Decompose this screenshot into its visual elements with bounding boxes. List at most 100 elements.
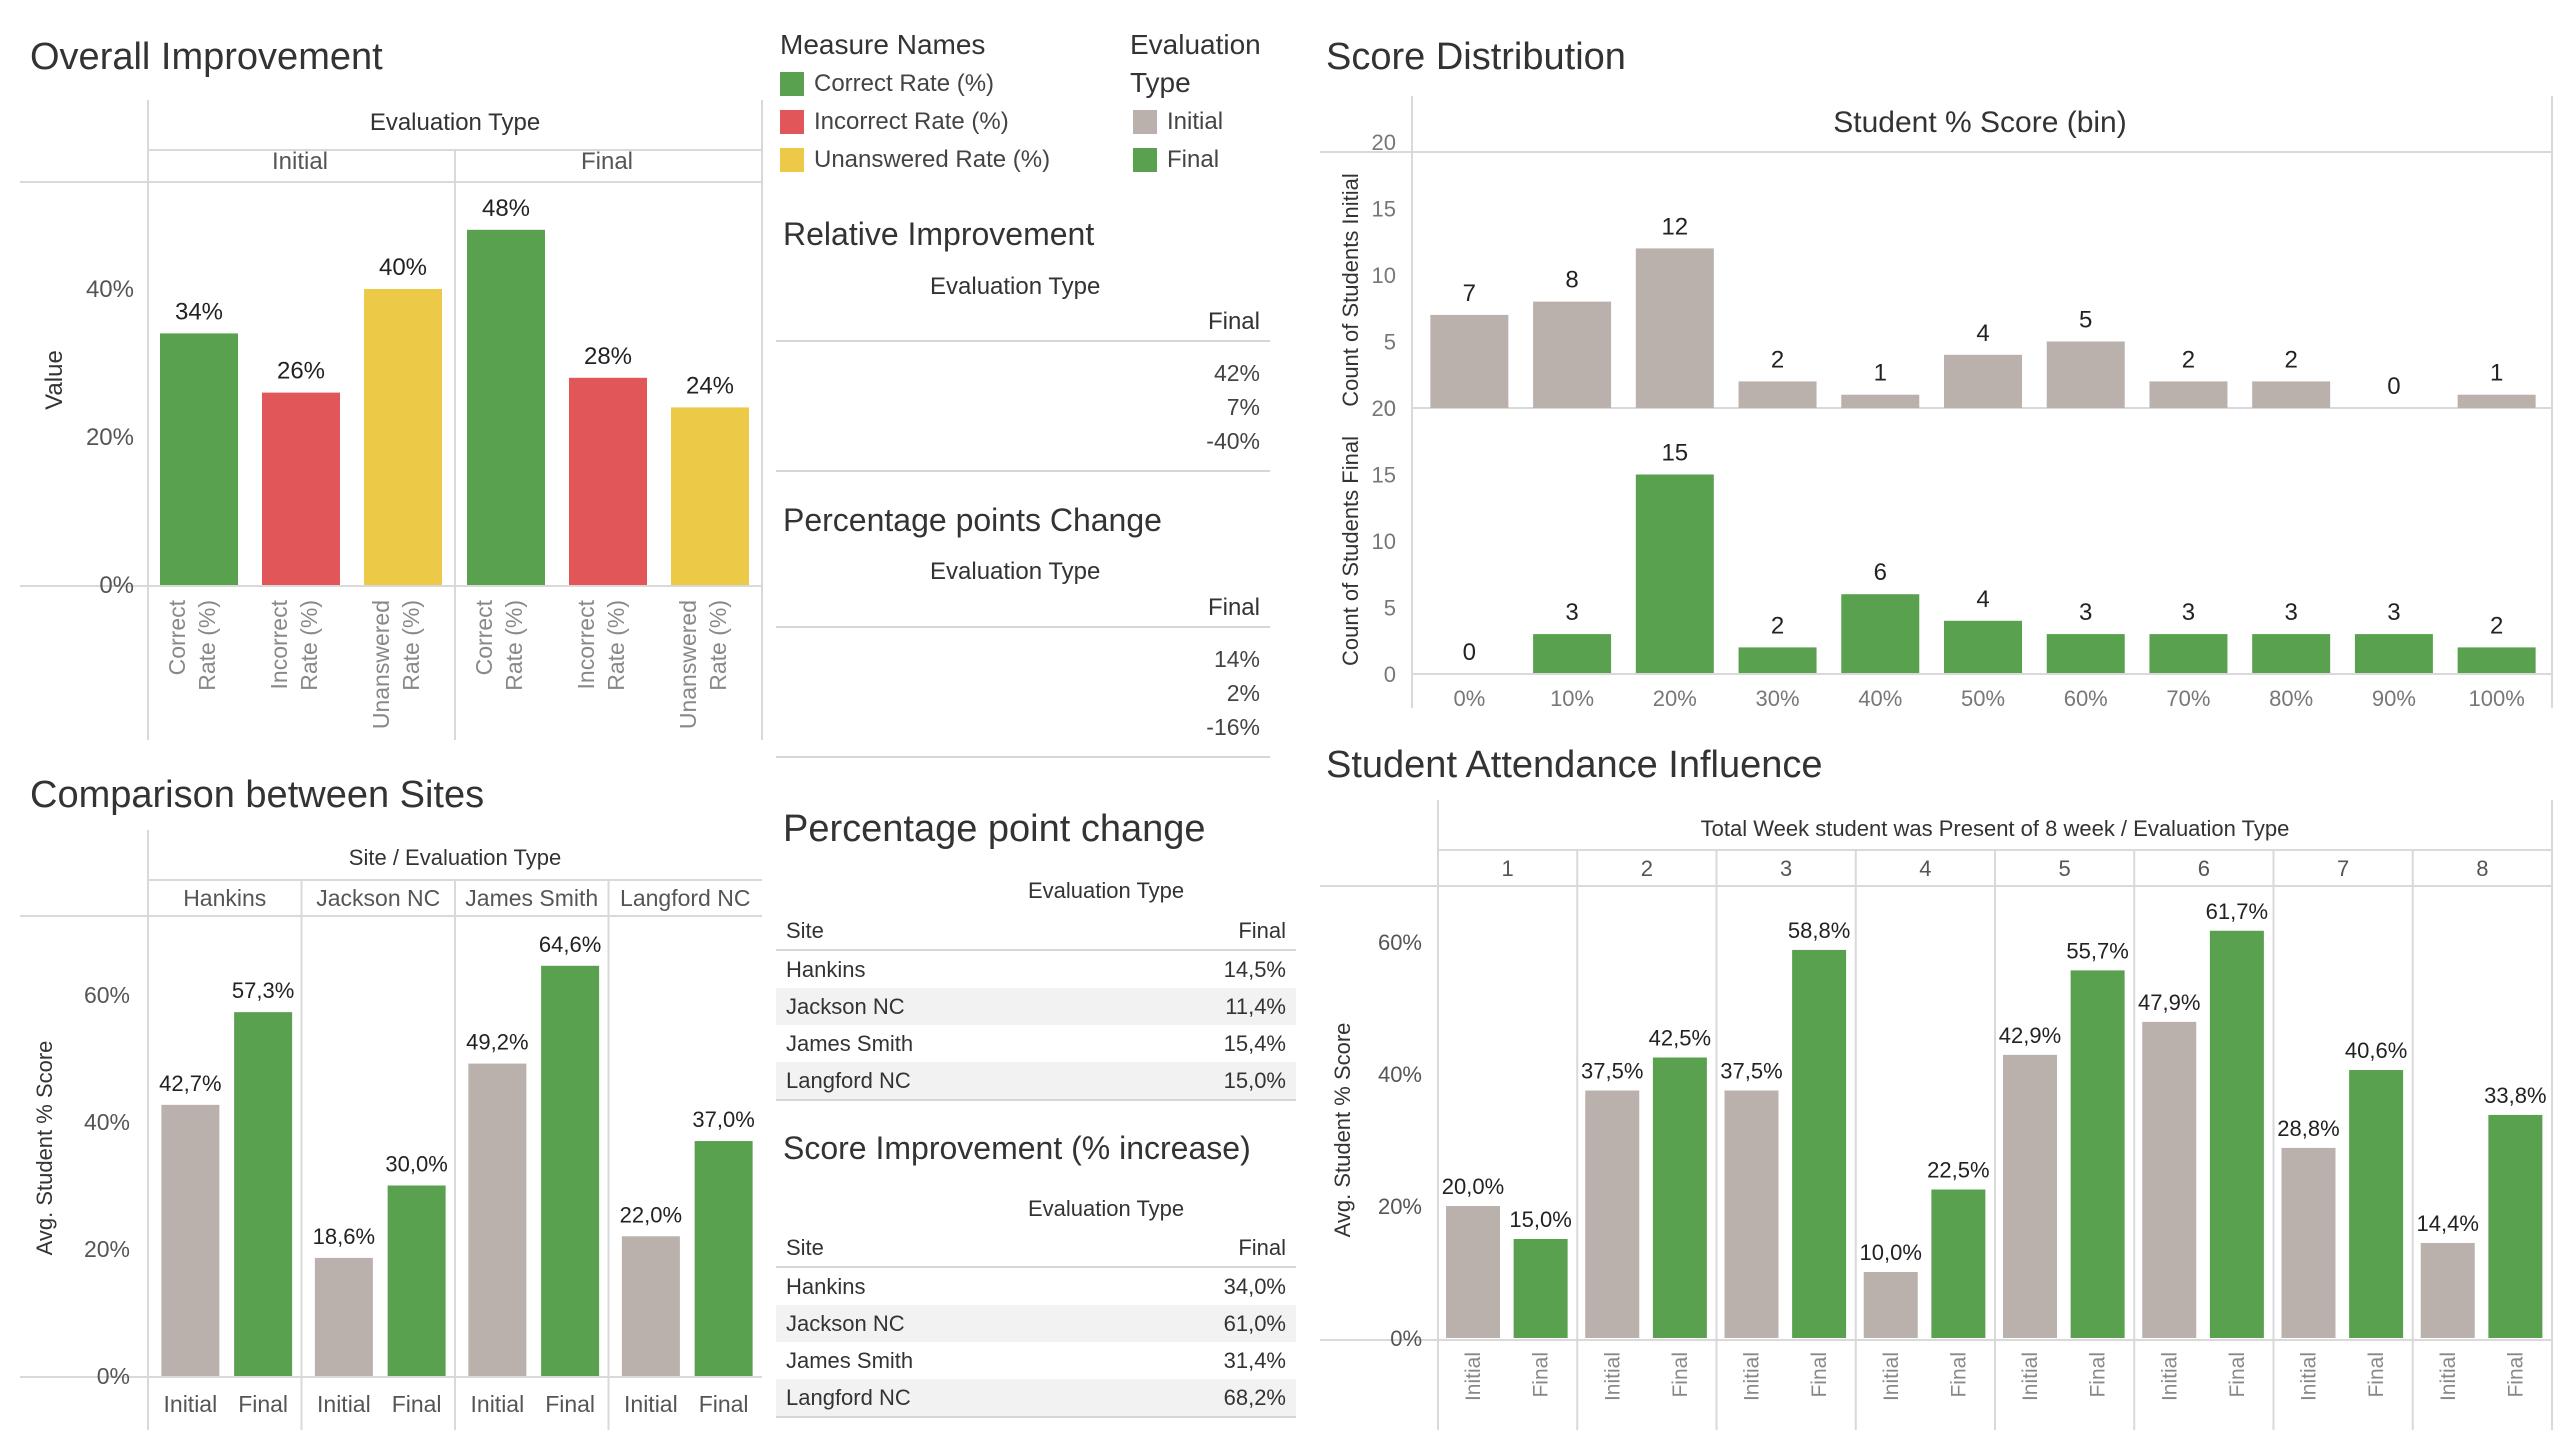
x-tick-label: Final [699,1391,749,1417]
sites-improve-head-row: Site Final [776,1229,1296,1267]
legend-item-incorrect[interactable]: Incorrect Rate (%) [780,108,1009,136]
x-tick-label: Initial [2298,1352,2321,1401]
bar [1430,314,1509,408]
x-tick-label: 0% [1453,686,1485,711]
bar-data-label: 18,6% [313,1224,375,1249]
bar-data-label: 15,0% [1509,1207,1571,1232]
bar-data-label: 3 [1565,599,1578,626]
legend-item-unanswered[interactable]: Unanswered Rate (%) [780,146,1050,174]
x-tick-label: Final [2226,1352,2249,1398]
bar [2070,970,2125,1338]
bar-data-label: 37,0% [692,1107,754,1132]
bar-data-label: 47,9% [2138,990,2200,1015]
initial-swatch [1133,110,1157,134]
y-tick-label: 0% [97,1363,130,1389]
bar [387,1185,446,1376]
table-row: Langford NC 68,2% [776,1379,1296,1417]
bar-data-label: 15 [1661,440,1688,467]
bar-data-label: 1 [1874,360,1887,387]
x-tick-label: 80% [2269,686,2313,711]
group-label: James Smith [465,885,598,911]
x-tick-label: Final [1808,1352,1831,1398]
x-tick-label: 90% [2372,686,2416,711]
bar-data-label: 48% [482,195,530,222]
legend-item-correct[interactable]: Correct Rate (%) [780,70,994,98]
group-label: Hankins [183,885,266,911]
relative-title: Relative Improvement [783,216,1095,252]
bar-data-label: 22,5% [1927,1158,1989,1183]
bar-data-label: 42,7% [159,1071,221,1096]
bar-data-label: 37,5% [1720,1059,1782,1084]
bar [2252,634,2331,674]
x-tick-label: Initial [317,1391,371,1417]
bar-data-label: 28% [584,343,632,370]
bar-data-label: 58,8% [1788,918,1850,943]
bar [1944,620,2022,674]
site-column-header: Site [786,917,824,943]
sites-improve-table: Site Final Hankins 34,0% Jackson NC 61,0% … [776,1229,1296,1418]
bar-data-label: 2 [1771,346,1784,373]
legend-item-final[interactable]: Final [1133,146,1219,174]
group-label: 3 [1780,856,1792,881]
ppchange-col: Final [1207,594,1260,621]
distribution-header: Student % Score (bin) [1833,106,2126,139]
bar-data-label: 12 [1661,213,1688,240]
distribution-title: Score Distribution [1326,36,1626,78]
relative-bottom [776,470,1270,472]
bar-data-label: 33,8% [2484,1083,2546,1108]
x-tick-label: Incorrect [266,599,292,689]
bar [541,965,600,1376]
y-axis-label: Value [41,350,68,410]
bar-data-label: 22,0% [620,1202,682,1227]
bar-data-label: 14,4% [2417,1211,2479,1236]
y-tick-label: 20% [84,1236,130,1262]
bar-data-label: 4 [1976,586,1989,613]
table-row: Hankins 34,0% [786,1273,1286,1299]
bar-data-label: 10,0% [1860,1240,1922,1265]
group-label: 4 [1919,856,1931,881]
final-swatch [1133,148,1157,172]
bar [467,229,545,586]
x-tick-label: Final [2365,1352,2388,1398]
bar [161,1104,220,1376]
x-tick-label: 20% [1653,686,1697,711]
bar [2252,381,2331,408]
y-tick-label: 5 [1384,330,1396,355]
y-tick-label: 40% [86,276,134,303]
y-axis-label: Avg. Student % Score [32,1041,57,1256]
bar [160,333,238,585]
group-label: 6 [2198,856,2210,881]
y-axis-label: Count of Students Initial [1338,173,1363,407]
x-tick-label: Initial [1601,1352,1624,1401]
bar [694,1141,753,1376]
bar-data-label: 2 [2182,346,2195,373]
bar [1635,248,1714,408]
table-row: Jackson NC 61,0% [776,1305,1296,1342]
bar-data-label: 0 [1463,639,1476,666]
bar-data-label: 3 [2285,599,2298,626]
bar [2142,1021,2197,1338]
bar [1585,1090,1640,1338]
bar-data-label: 42,9% [1999,1023,2061,1048]
bar [569,377,647,585]
bar [2046,341,2125,408]
sites-pp-header: Evaluation Type [1028,878,1185,903]
table-row: James Smith 15,4% [786,1030,1286,1056]
table-row: Hankins 14,5% [786,956,1286,982]
x-tick-label: 60% [2064,686,2108,711]
bar-data-label: 1 [2490,360,2503,387]
x-tick-label: Final [1530,1352,1553,1398]
legend-item-initial[interactable]: Initial [1133,108,1223,136]
group-label: 5 [2059,856,2071,881]
sites-pp-title: Percentage point change [783,808,1206,850]
x-tick-label: Final [392,1391,442,1417]
relative-divider [776,340,1270,342]
bar [2209,930,2264,1338]
bar [2354,634,2433,674]
bar-data-label: 8 [1565,267,1578,294]
bar [1792,949,1847,1338]
bar [1513,1239,1568,1338]
bar-data-label: 34% [175,298,223,325]
sites-header: Site / Evaluation Type [349,845,561,870]
bar-data-label: 40% [379,254,427,281]
